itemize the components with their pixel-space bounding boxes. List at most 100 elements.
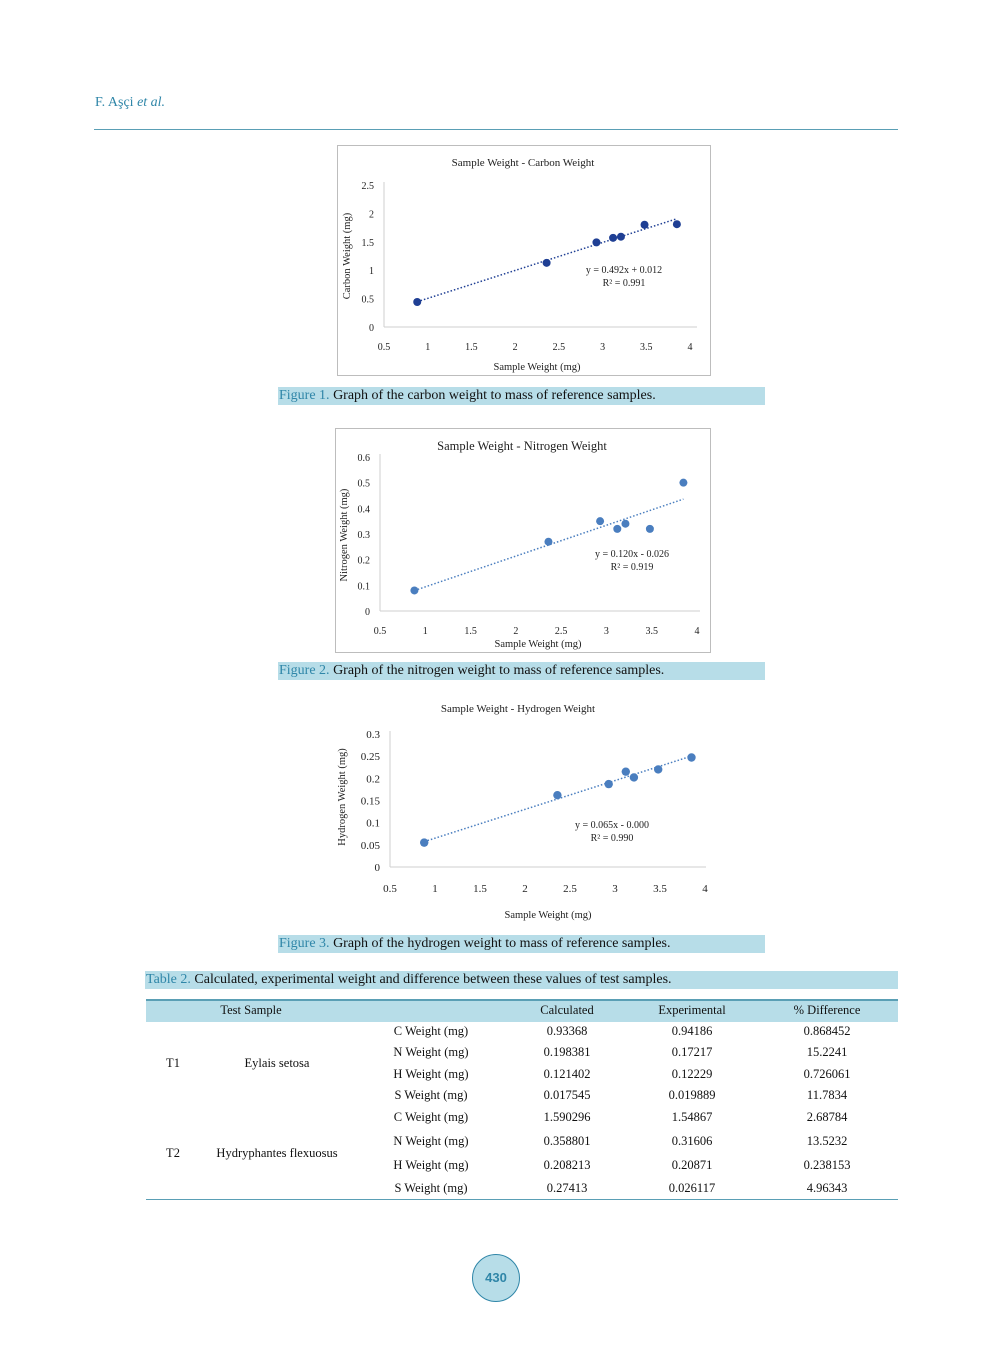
- table-bottom-rule: [146, 1199, 898, 1200]
- figure-text: Graph of the nitrogen weight to mass of …: [329, 663, 665, 678]
- header-difference: % Difference: [793, 1003, 861, 1017]
- data-point: [687, 753, 696, 762]
- r-squared: R² = 0.919: [611, 562, 654, 573]
- x-tick-label: 1: [425, 342, 430, 353]
- data-point: [542, 258, 551, 267]
- data-point: [621, 519, 630, 528]
- y-tick-label: 2.5: [362, 181, 375, 192]
- y-tick-label: 0.15: [361, 796, 381, 808]
- chart-title: Sample Weight - Nitrogen Weight: [437, 439, 607, 453]
- figure-text: Graph of the hydrogen weight to mass of …: [329, 936, 671, 951]
- row-label: N Weight (mg): [393, 1045, 469, 1059]
- figure-1-caption: Figure 1. Graph of the carbon weight to …: [278, 387, 765, 405]
- figure-label: Figure 1.: [279, 388, 330, 403]
- x-tick-label: 1.5: [473, 883, 487, 895]
- data-point: [679, 478, 688, 487]
- y-tick-label: 0: [365, 607, 370, 618]
- data-point: [613, 524, 622, 533]
- y-tick-label: 1: [369, 266, 374, 277]
- table-caption: Table 2. Calculated, experimental weight…: [145, 971, 898, 989]
- difference-cell: 2.68784: [806, 1110, 848, 1124]
- x-tick-label: 1.5: [465, 342, 478, 353]
- x-tick-label: 3: [600, 342, 605, 353]
- calculated-cell: 0.017545: [543, 1088, 591, 1102]
- header-calculated: Calculated: [540, 1003, 594, 1017]
- difference-cell: 0.868452: [803, 1024, 851, 1038]
- x-tick-label: 2: [513, 626, 518, 637]
- x-tick-label: 3: [604, 626, 609, 637]
- x-tick-label: 0.5: [378, 342, 391, 353]
- experimental-cell: 0.94186: [671, 1024, 713, 1038]
- experimental-cell: 0.20871: [671, 1158, 713, 1172]
- x-tick-label: 2.5: [563, 883, 577, 895]
- y-tick-label: 0: [369, 323, 374, 334]
- sample-name: Eylais setosa: [244, 1056, 310, 1070]
- x-axis-label: Sample Weight (mg): [504, 910, 592, 921]
- chart-title: Sample Weight - Carbon Weight: [452, 157, 595, 169]
- y-tick-label: 0.5: [362, 295, 375, 306]
- x-tick-label: 2: [513, 342, 518, 353]
- data-point: [609, 233, 618, 242]
- row-label: H Weight (mg): [393, 1158, 469, 1172]
- sample-id: T1: [166, 1056, 180, 1070]
- y-tick-label: 0.3: [366, 729, 380, 741]
- r-squared: R² = 0.990: [591, 833, 634, 844]
- x-tick-label: 0.5: [383, 883, 397, 895]
- x-tick-label: 2.5: [555, 626, 568, 637]
- data-point: [413, 298, 422, 307]
- data-point: [654, 765, 663, 774]
- difference-cell: 0.238153: [803, 1158, 851, 1172]
- table-caption-text: Calculated, experimental weight and diff…: [190, 972, 672, 987]
- y-axis-label: Nitrogen Weight (mg): [339, 488, 350, 581]
- data-point: [640, 220, 649, 229]
- figure-2-caption: Figure 2. Graph of the nitrogen weight t…: [278, 662, 765, 680]
- trendline-equation: y = 0.065x - 0.000: [575, 820, 649, 831]
- y-tick-label: 0.1: [366, 818, 380, 830]
- y-axis-label: Carbon Weight (mg): [342, 212, 353, 299]
- figure-label: Figure 2.: [279, 663, 330, 678]
- figure-1-frame: [337, 145, 711, 376]
- data-point: [604, 779, 613, 789]
- row-label: S Weight (mg): [394, 1181, 468, 1195]
- calculated-cell: 0.358801: [543, 1134, 591, 1148]
- x-tick-label: 2.5: [553, 342, 566, 353]
- data-point: [410, 586, 419, 595]
- figure-text: Graph of the carbon weight to mass of re…: [329, 388, 656, 403]
- x-tick-label: 2: [522, 883, 528, 895]
- experimental-cell: 0.17217: [671, 1045, 713, 1059]
- calculated-cell: 0.121402: [543, 1067, 591, 1081]
- data-point: [621, 767, 630, 776]
- x-axis-label: Sample Weight (mg): [493, 362, 581, 373]
- calculated-cell: 0.198381: [543, 1045, 591, 1059]
- trendline-equation: y = 0.492x + 0.012: [586, 265, 662, 276]
- data-point: [596, 517, 605, 526]
- y-tick-label: 0.2: [366, 773, 380, 785]
- calculated-cell: 1.590296: [543, 1110, 591, 1124]
- y-tick-label: 0.2: [358, 556, 371, 567]
- header-experimental: Experimental: [658, 1003, 726, 1017]
- y-tick-label: 0.1: [358, 581, 371, 592]
- calculated-cell: 0.27413: [546, 1181, 588, 1195]
- experimental-cell: 0.026117: [668, 1181, 716, 1195]
- row-label: C Weight (mg): [393, 1110, 469, 1124]
- sample-name: Hydryphantes flexuosus: [216, 1146, 338, 1160]
- figure-2-frame: [335, 428, 711, 653]
- x-tick-label: 1.5: [464, 626, 477, 637]
- et-al: et al.: [137, 95, 166, 110]
- data-point: [544, 537, 553, 546]
- x-tick-label: 1: [432, 883, 438, 895]
- difference-cell: 15.2241: [806, 1045, 848, 1059]
- x-tick-label: 3: [612, 883, 618, 895]
- data-point: [592, 238, 601, 247]
- y-axis-label: Hydrogen Weight (mg): [337, 748, 348, 846]
- data-point: [629, 773, 639, 782]
- row-label: C Weight (mg): [393, 1024, 469, 1038]
- difference-cell: 11.7834: [806, 1088, 848, 1102]
- row-label: H Weight (mg): [393, 1067, 469, 1081]
- y-tick-label: 0.6: [358, 453, 371, 464]
- y-tick-label: 0.5: [358, 479, 371, 490]
- x-tick-label: 3.5: [640, 342, 653, 353]
- experimental-cell: 0.31606: [671, 1134, 713, 1148]
